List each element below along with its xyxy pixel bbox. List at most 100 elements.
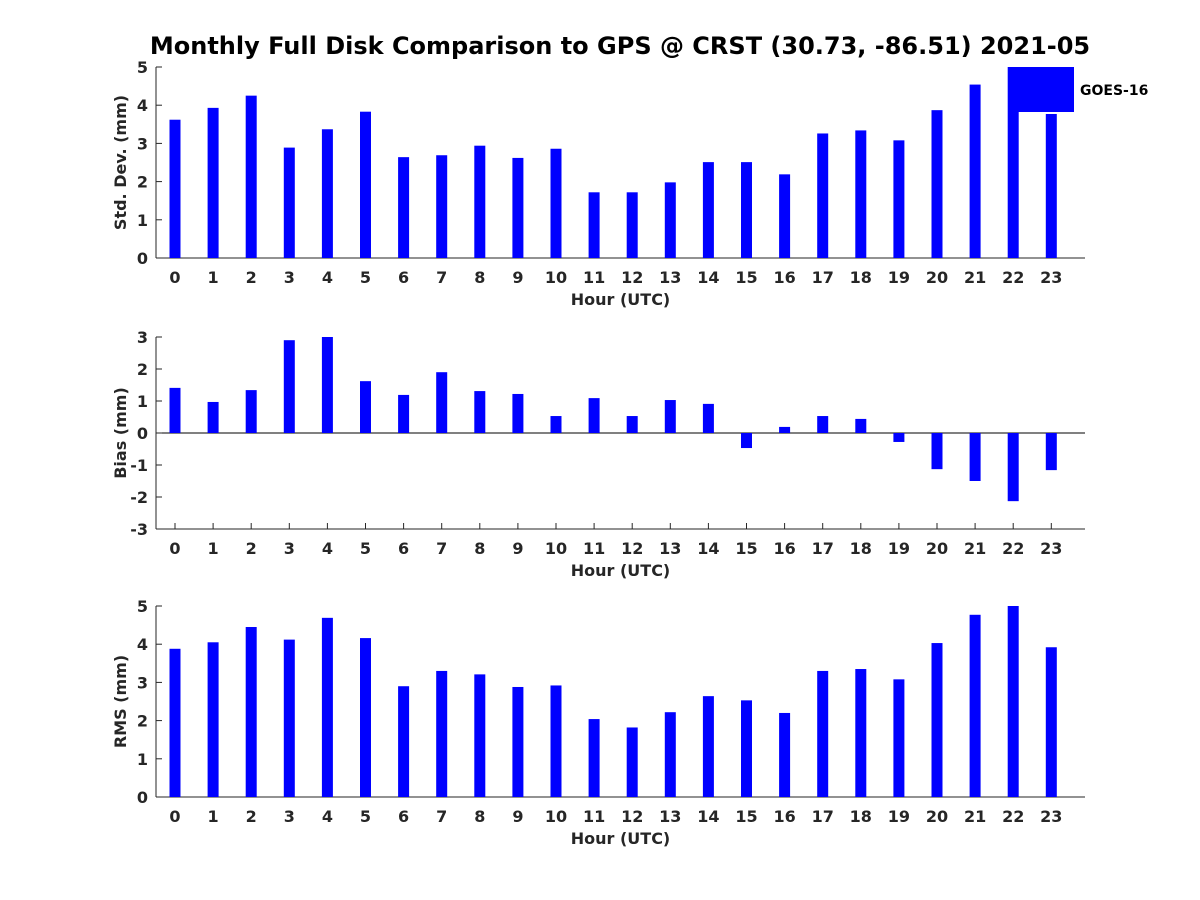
- bar-hour-0: [169, 648, 181, 797]
- bar-hour-20: [931, 433, 943, 470]
- bar-hour-14: [702, 403, 714, 433]
- bar-hour-21: [969, 433, 981, 481]
- x-axis-label: Hour (UTC): [571, 290, 671, 309]
- bar-hour-10: [550, 416, 562, 433]
- bar-hour-20: [931, 110, 943, 258]
- bar-hour-6: [398, 157, 410, 258]
- x-tick-label: 11: [583, 539, 605, 558]
- bar-hour-15: [741, 162, 752, 258]
- y-tick-label: 3: [137, 328, 148, 347]
- bar-hour-3: [283, 147, 295, 258]
- bar-hour-16: [779, 174, 791, 258]
- bar-hour-19: [893, 433, 905, 442]
- bar-hour-15: [741, 433, 752, 449]
- x-tick-label: 8: [474, 539, 485, 558]
- x-tick-label: 17: [812, 539, 834, 558]
- bar-hour-8: [474, 145, 486, 258]
- x-tick-label: 21: [964, 268, 986, 287]
- x-tick-label: 3: [284, 807, 295, 826]
- x-tick-label: 4: [322, 807, 333, 826]
- x-tick-label: 23: [1040, 268, 1062, 287]
- bar-hour-9: [512, 393, 524, 433]
- bar-hour-13: [664, 400, 676, 433]
- x-tick-label: 18: [850, 539, 872, 558]
- bar-hour-23: [1045, 647, 1057, 797]
- bar-hour-6: [398, 686, 410, 797]
- x-tick-label: 20: [926, 539, 948, 558]
- bar-hour-9: [512, 157, 524, 258]
- y-tick-label: -2: [130, 488, 148, 507]
- x-tick-label: 13: [659, 268, 681, 287]
- x-tick-label: 5: [360, 268, 371, 287]
- x-tick-label: 8: [474, 268, 485, 287]
- x-tick-label: 16: [773, 807, 795, 826]
- bar-hour-23: [1045, 113, 1057, 259]
- bar-hour-7: [436, 155, 448, 258]
- bar-hour-13: [664, 712, 676, 797]
- x-tick-label: 14: [697, 539, 719, 558]
- x-tick-label: 16: [773, 268, 795, 287]
- x-tick-label: 18: [850, 807, 872, 826]
- bar-hour-4: [321, 617, 333, 797]
- bar-hour-10: [550, 685, 562, 797]
- bar-hour-11: [588, 719, 600, 797]
- bar-hour-0: [169, 387, 181, 433]
- bar-hour-3: [283, 639, 295, 797]
- x-tick-label: 6: [398, 539, 409, 558]
- bar-hour-10: [550, 148, 562, 258]
- x-tick-label: 1: [208, 268, 219, 287]
- x-tick-label: 6: [398, 807, 409, 826]
- bar-hour-8: [474, 674, 486, 797]
- x-tick-label: 18: [850, 268, 872, 287]
- x-tick-label: 15: [735, 268, 757, 287]
- x-tick-label: 22: [1002, 807, 1024, 826]
- bar-hour-19: [893, 679, 905, 797]
- x-tick-label: 4: [322, 539, 333, 558]
- bar-hour-1: [207, 107, 219, 259]
- bar-hour-15: [741, 700, 752, 797]
- x-tick-label: 10: [545, 268, 567, 287]
- y-tick-label: 2: [137, 173, 148, 192]
- x-tick-label: 12: [621, 807, 643, 826]
- bar-hour-14: [702, 696, 714, 797]
- y-tick-label: 1: [137, 211, 148, 230]
- x-tick-label: 13: [659, 807, 681, 826]
- x-tick-label: 0: [169, 807, 180, 826]
- y-tick-label: 2: [137, 360, 148, 379]
- y-tick-label: 0: [137, 249, 148, 268]
- y-axis-label: RMS (mm): [111, 655, 130, 748]
- bar-hour-5: [360, 111, 371, 258]
- y-tick-label: 2: [137, 712, 148, 731]
- x-tick-label: 19: [888, 539, 910, 558]
- x-tick-label: 14: [697, 807, 719, 826]
- x-tick-label: 11: [583, 268, 605, 287]
- x-tick-label: 11: [583, 807, 605, 826]
- bar-hour-19: [893, 140, 905, 258]
- x-tick-label: 9: [512, 268, 523, 287]
- x-tick-label: 17: [812, 807, 834, 826]
- bar-hour-17: [817, 133, 829, 258]
- x-tick-label: 12: [621, 539, 643, 558]
- bar-hour-11: [588, 192, 600, 258]
- x-tick-label: 9: [512, 807, 523, 826]
- y-tick-label: 1: [137, 392, 148, 411]
- x-tick-label: 7: [436, 539, 447, 558]
- bar-hour-18: [855, 418, 867, 433]
- x-tick-label: 14: [697, 268, 719, 287]
- x-tick-label: 2: [246, 539, 257, 558]
- x-tick-label: 7: [436, 268, 447, 287]
- x-tick-label: 1: [208, 807, 219, 826]
- x-tick-label: 0: [169, 268, 180, 287]
- x-tick-label: 10: [545, 807, 567, 826]
- x-tick-label: 13: [659, 539, 681, 558]
- x-tick-label: 20: [926, 268, 948, 287]
- x-tick-label: 8: [474, 807, 485, 826]
- legend-swatch: [1008, 67, 1074, 112]
- x-tick-label: 15: [735, 539, 757, 558]
- bar-hour-14: [702, 162, 714, 258]
